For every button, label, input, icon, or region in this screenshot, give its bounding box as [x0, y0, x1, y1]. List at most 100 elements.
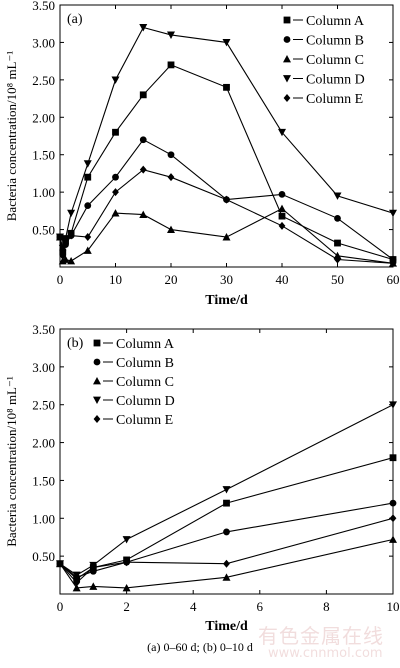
- data-point: [278, 221, 286, 230]
- data-point: [122, 536, 131, 544]
- y-tick-label: 3.00: [32, 35, 55, 50]
- data-point: [139, 210, 148, 218]
- y-tick-label: 2.50: [32, 398, 55, 413]
- x-tick-label: 10: [387, 599, 400, 614]
- y-axis-label: Bacteria concentration/10⁸ mL⁻¹: [4, 376, 19, 547]
- legend-label: Column C: [306, 53, 364, 68]
- data-point: [72, 583, 81, 592]
- watermark-logo-text: 有色金属在线: [258, 624, 384, 648]
- data-point: [139, 24, 148, 32]
- data-point: [223, 499, 230, 507]
- data-point: [84, 202, 92, 210]
- series-column-e: [56, 165, 397, 268]
- data-point: [223, 195, 230, 204]
- data-point: [73, 578, 81, 587]
- data-point: [89, 582, 98, 590]
- data-point: [67, 231, 75, 240]
- series-line: [59, 169, 394, 264]
- legend-entry: Column B: [93, 356, 174, 371]
- data-point: [72, 571, 81, 580]
- data-point: [333, 192, 342, 200]
- data-point: [67, 209, 76, 218]
- data-point: [123, 558, 130, 567]
- y-tick-label: 0.50: [32, 223, 55, 238]
- legend-entry: Column A: [283, 14, 365, 29]
- series-line: [59, 538, 394, 589]
- data-point: [67, 257, 76, 265]
- plot-frame: [59, 328, 394, 595]
- data-point: [222, 573, 231, 581]
- data-point: [112, 128, 119, 136]
- series-column-d: [56, 401, 397, 580]
- data-point: [278, 128, 286, 137]
- data-point: [84, 173, 92, 181]
- series-line: [59, 517, 394, 584]
- y-tick-label: 2.50: [32, 73, 55, 88]
- data-point: [389, 259, 397, 268]
- y-tick-label: 2.00: [32, 436, 55, 451]
- legend-label: Column B: [306, 34, 364, 49]
- legend-entry: Column A: [93, 337, 175, 352]
- series-column-b: [56, 499, 397, 581]
- data-point: [59, 251, 67, 260]
- data-point: [167, 151, 175, 159]
- y-tick-label: 3.00: [32, 360, 55, 375]
- legend-marker: [283, 75, 291, 83]
- data-point: [389, 514, 397, 523]
- legend-label: Column A: [116, 337, 175, 352]
- data-point: [278, 204, 286, 213]
- legend-entry: Column B: [283, 34, 364, 49]
- x-tick-label: 6: [257, 599, 264, 614]
- legend-marker: [93, 358, 101, 366]
- data-point: [222, 233, 231, 241]
- y-tick-label: 1.00: [32, 511, 55, 526]
- data-point: [223, 559, 230, 568]
- data-point: [111, 76, 120, 84]
- panel-label: (b): [67, 336, 84, 351]
- data-point: [333, 251, 342, 260]
- data-point: [139, 165, 147, 174]
- data-point: [389, 401, 397, 409]
- x-axis-label: Time/d: [205, 619, 248, 634]
- data-point: [167, 225, 175, 233]
- legend-label: Column D: [306, 73, 365, 88]
- legend-marker: [283, 94, 291, 102]
- data-point: [83, 246, 92, 254]
- legend-label: Column B: [116, 356, 174, 371]
- y-tick-label: 3.50: [32, 0, 55, 13]
- data-point: [62, 236, 69, 245]
- legend-marker: [93, 396, 101, 404]
- legend-label: Column E: [306, 92, 363, 107]
- legend-entry: Column E: [93, 413, 173, 428]
- legend-marker: [93, 377, 101, 385]
- legend-entry: Column C: [93, 375, 174, 390]
- panel-label: (a): [67, 12, 83, 27]
- x-tick-label: 60: [387, 272, 400, 287]
- legend-marker: [283, 55, 291, 63]
- data-point: [112, 188, 119, 197]
- data-point: [56, 559, 64, 568]
- series-line: [59, 502, 394, 578]
- legend-marker: [93, 339, 101, 347]
- y-tick-label: 1.00: [32, 185, 55, 200]
- x-tick-label: 2: [123, 599, 130, 614]
- chart-panel-a: 0 10 20 30 40 50 60 0.50 1.00 1.50 2.00 2.50 3.00 3.5…: [4, 0, 400, 308]
- data-point: [389, 454, 397, 462]
- legend-label: Column A: [306, 14, 365, 29]
- data-point: [139, 91, 147, 99]
- x-tick-label: 30: [220, 272, 233, 287]
- legend-marker: [93, 415, 101, 423]
- legend-entry: Column C: [283, 53, 364, 68]
- data-point: [278, 190, 286, 198]
- y-axis-label: Bacteria concentration/10⁸ mL⁻¹: [4, 51, 19, 222]
- data-point: [389, 535, 397, 543]
- x-tick-label: 8: [323, 599, 330, 614]
- data-point: [61, 255, 70, 263]
- legend-entry: Column D: [93, 394, 175, 409]
- y-tick-label: 2.00: [32, 110, 55, 125]
- x-tick-label: 10: [109, 272, 122, 287]
- data-point: [89, 563, 97, 572]
- x-tick-label: 20: [165, 272, 178, 287]
- x-tick-label: 40: [276, 272, 289, 287]
